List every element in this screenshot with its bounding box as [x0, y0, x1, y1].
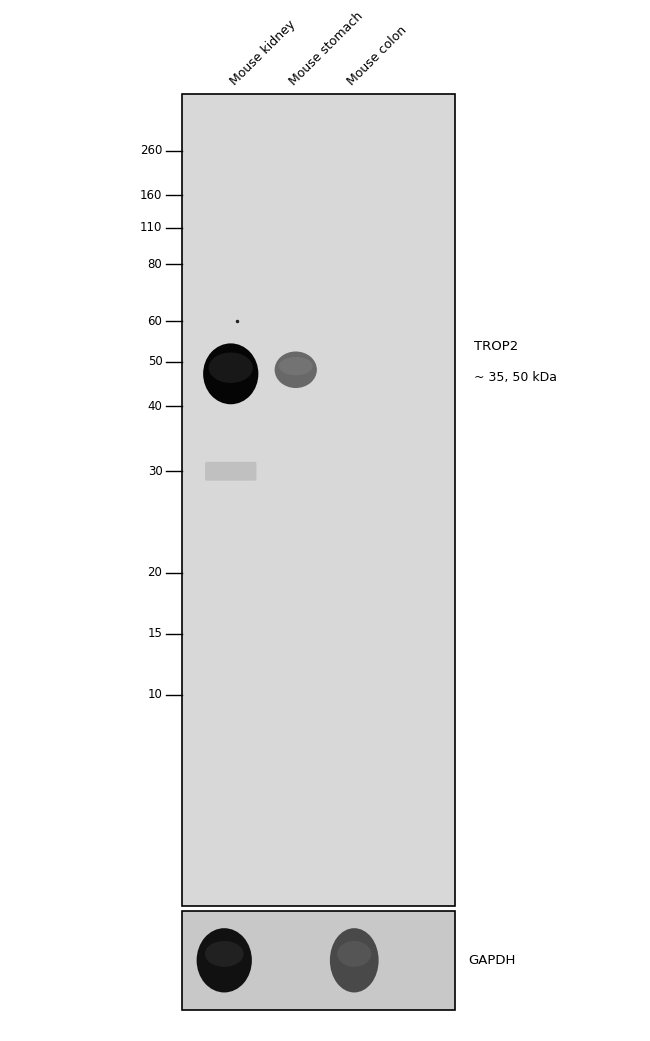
Text: TROP2: TROP2: [474, 339, 519, 353]
Text: 110: 110: [140, 221, 162, 234]
Text: 160: 160: [140, 188, 162, 202]
Ellipse shape: [330, 929, 378, 992]
Ellipse shape: [203, 344, 259, 404]
Text: Mouse stomach: Mouse stomach: [287, 9, 365, 88]
Ellipse shape: [196, 929, 252, 992]
Text: 80: 80: [148, 258, 162, 271]
Text: GAPDH: GAPDH: [468, 954, 515, 967]
Ellipse shape: [279, 357, 313, 375]
FancyBboxPatch shape: [205, 462, 256, 481]
FancyBboxPatch shape: [182, 911, 455, 1010]
Text: 40: 40: [148, 400, 162, 413]
Ellipse shape: [205, 941, 244, 967]
Text: 50: 50: [148, 355, 162, 369]
Text: 15: 15: [148, 627, 162, 640]
Text: 30: 30: [148, 464, 162, 478]
FancyBboxPatch shape: [182, 94, 455, 906]
Text: 20: 20: [148, 566, 162, 579]
Text: 60: 60: [148, 314, 162, 328]
Text: 10: 10: [148, 688, 162, 701]
Ellipse shape: [274, 352, 317, 388]
Ellipse shape: [209, 353, 253, 383]
Text: 260: 260: [140, 144, 162, 157]
Text: Mouse kidney: Mouse kidney: [228, 19, 298, 88]
Ellipse shape: [337, 941, 371, 967]
Text: Mouse colon: Mouse colon: [345, 24, 410, 88]
Text: ~ 35, 50 kDa: ~ 35, 50 kDa: [474, 371, 558, 384]
